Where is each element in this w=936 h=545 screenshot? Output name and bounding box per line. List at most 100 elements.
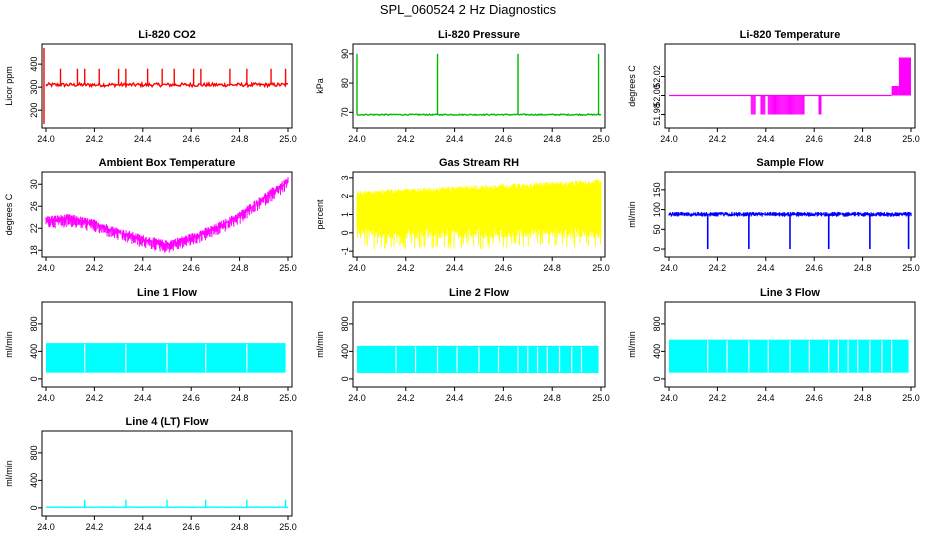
x-tick-label: 24.6 [495, 263, 513, 273]
y-axis-label: degrees C [627, 65, 637, 107]
y-tick-label: 22 [29, 223, 39, 233]
y-tick-label: 100 [652, 202, 662, 217]
y-tick-label: 150 [652, 182, 662, 197]
x-tick-label: 24.2 [709, 393, 727, 403]
y-tick-label: 800 [340, 316, 350, 331]
y-axis-label: percent [315, 199, 325, 230]
x-tick-label: 24.8 [543, 134, 561, 144]
plot-area [669, 58, 911, 115]
x-tick-label: 24.0 [37, 522, 55, 532]
y-axis-label: Licor ppm [4, 66, 14, 106]
chart-title: Gas Stream RH [439, 157, 519, 169]
y-axis-label: ml/min [315, 331, 325, 358]
x-tick-label: 24.8 [854, 263, 872, 273]
plot-area [669, 340, 909, 373]
y-tick-label: -1 [340, 247, 350, 255]
plot-area [669, 212, 911, 249]
x-tick-label: 24.0 [37, 263, 55, 273]
x-tick-label: 24.4 [446, 393, 464, 403]
x-tick-label: 24.6 [805, 134, 823, 144]
step-block [899, 58, 911, 96]
x-tick-label: 24.0 [37, 134, 55, 144]
x-tick-label: 25.0 [592, 134, 610, 144]
x-tick-label: 24.4 [757, 263, 775, 273]
x-tick-label: 24.8 [231, 393, 249, 403]
x-tick-label: 24.8 [231, 134, 249, 144]
x-tick-label: 24.2 [397, 263, 415, 273]
y-tick-label: 1 [340, 212, 350, 217]
plot-area [46, 343, 286, 373]
x-tick-label: 25.0 [902, 393, 920, 403]
y-axis-label: ml/min [627, 331, 637, 358]
y-axis-label: ml/min [627, 201, 637, 228]
chart-title: Line 1 Flow [137, 287, 197, 299]
y-axis-label: ml/min [4, 331, 14, 358]
y-tick-label: 3 [340, 175, 350, 180]
x-tick-label: 24.2 [709, 134, 727, 144]
y-tick-label: 52.02 [652, 65, 662, 88]
x-tick-label: 24.0 [37, 393, 55, 403]
chart-title: Li-820 Temperature [740, 29, 841, 41]
y-tick-label: 2 [340, 194, 350, 199]
y-tick-label: 400 [340, 344, 350, 359]
x-tick-label: 24.0 [348, 393, 366, 403]
x-tick-label: 24.4 [134, 522, 152, 532]
step-block [892, 86, 899, 96]
x-tick-label: 25.0 [592, 263, 610, 273]
x-tick-label: 24.0 [348, 134, 366, 144]
x-tick-label: 24.2 [397, 134, 415, 144]
plot-area [357, 180, 601, 249]
x-tick-label: 24.6 [182, 522, 200, 532]
x-tick-label: 24.4 [134, 134, 152, 144]
x-tick-label: 24.2 [397, 393, 415, 403]
y-tick-label: 400 [29, 57, 39, 72]
x-tick-label: 24.4 [134, 263, 152, 273]
x-tick-label: 24.0 [660, 393, 678, 403]
plot-frame [665, 44, 915, 128]
x-tick-label: 24.4 [446, 263, 464, 273]
x-tick-label: 25.0 [279, 393, 297, 403]
plot-area [46, 500, 288, 508]
x-tick-label: 24.8 [231, 263, 249, 273]
plot-area [357, 54, 601, 115]
y-tick-label: 400 [652, 344, 662, 359]
plot-frame [42, 44, 292, 128]
x-tick-label: 25.0 [279, 134, 297, 144]
y-tick-label: 70 [340, 107, 350, 117]
y-tick-label: 90 [340, 49, 350, 59]
x-tick-label: 24.2 [86, 522, 104, 532]
x-tick-label: 25.0 [902, 263, 920, 273]
chart-title: Line 2 Flow [449, 287, 509, 299]
y-tick-label: 0 [652, 247, 662, 252]
x-tick-label: 24.2 [86, 134, 104, 144]
series-band [357, 180, 601, 249]
x-tick-label: 24.4 [757, 134, 775, 144]
series-line [357, 114, 601, 115]
y-tick-label: 80 [340, 78, 350, 88]
x-tick-label: 24.4 [446, 134, 464, 144]
y-tick-label: 300 [29, 80, 39, 95]
x-tick-label: 24.2 [86, 393, 104, 403]
y-tick-label: 800 [29, 445, 39, 460]
plot-area [46, 177, 288, 253]
chart-title: Li-820 Pressure [438, 29, 520, 41]
y-tick-label: 800 [29, 316, 39, 331]
y-tick-label: 50 [652, 224, 662, 234]
x-tick-label: 24.4 [757, 393, 775, 403]
series-block [357, 346, 599, 373]
y-tick-label: 30 [29, 179, 39, 189]
plot-area [44, 48, 288, 124]
x-tick-label: 24.2 [86, 263, 104, 273]
x-tick-label: 24.8 [854, 393, 872, 403]
x-tick-label: 25.0 [592, 393, 610, 403]
y-tick-label: 400 [29, 344, 39, 359]
